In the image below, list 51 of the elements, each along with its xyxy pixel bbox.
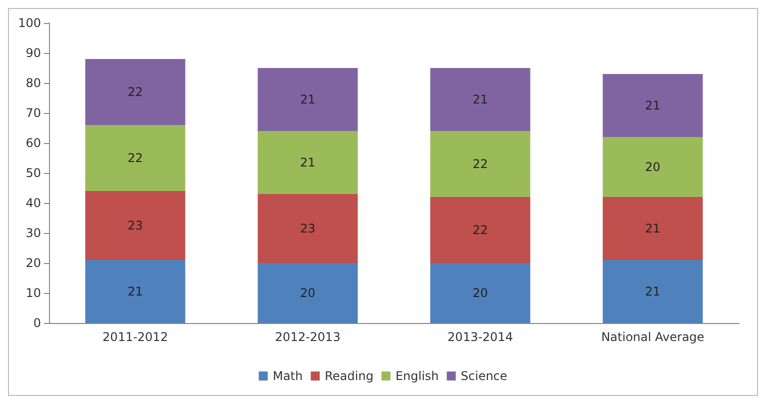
bar bbox=[85, 125, 186, 191]
data-label: 21 bbox=[645, 284, 660, 298]
bar bbox=[602, 137, 703, 197]
x-tick-label: National Average bbox=[601, 330, 704, 344]
bar bbox=[602, 197, 703, 260]
y-tick-label: 0 bbox=[33, 316, 41, 330]
legend-label: English bbox=[395, 369, 439, 383]
bar bbox=[430, 263, 530, 323]
data-label: 21 bbox=[300, 92, 316, 106]
y-tick-label: 80 bbox=[26, 76, 41, 90]
bar bbox=[258, 68, 358, 131]
bar bbox=[85, 59, 186, 125]
bar bbox=[430, 197, 530, 263]
y-tick-label: 10 bbox=[26, 286, 41, 300]
bar bbox=[85, 260, 186, 323]
bar bbox=[258, 194, 358, 263]
x-tick-label: 2011-2012 bbox=[102, 330, 168, 344]
bar bbox=[602, 260, 703, 323]
data-label: 21 bbox=[128, 284, 143, 298]
data-label: 23 bbox=[128, 218, 143, 232]
data-label: 20 bbox=[472, 286, 488, 300]
y-tick-label: 20 bbox=[26, 256, 41, 270]
y-tick-label: 30 bbox=[26, 226, 41, 240]
bar bbox=[430, 131, 530, 197]
bar bbox=[258, 131, 358, 194]
y-tick-label: 90 bbox=[26, 46, 41, 60]
bar bbox=[85, 191, 186, 260]
data-label: 22 bbox=[472, 223, 488, 237]
bar bbox=[602, 74, 703, 137]
x-tick-label: 2012-2013 bbox=[275, 330, 340, 344]
y-tick-label: 40 bbox=[26, 196, 41, 210]
bar bbox=[430, 68, 530, 131]
data-label: 22 bbox=[128, 151, 143, 165]
data-label: 20 bbox=[645, 160, 660, 174]
data-label: 21 bbox=[645, 222, 660, 236]
y-tick-label: 100 bbox=[18, 16, 41, 30]
data-label: 22 bbox=[472, 157, 488, 171]
data-label: 22 bbox=[128, 85, 143, 99]
legend-label: Science bbox=[460, 369, 508, 383]
y-tick-label: 70 bbox=[26, 106, 41, 120]
data-label: 23 bbox=[300, 222, 316, 236]
data-label: 20 bbox=[300, 286, 316, 300]
data-label: 21 bbox=[300, 156, 316, 170]
data-label: 21 bbox=[645, 98, 660, 112]
y-tick-label: 60 bbox=[26, 136, 41, 150]
data-label: 21 bbox=[472, 92, 488, 106]
bar bbox=[258, 263, 358, 323]
x-tick-label: 2013-2014 bbox=[448, 330, 513, 344]
legend-label: Reading bbox=[324, 369, 374, 383]
legend-label: Math bbox=[272, 369, 303, 383]
y-tick-label: 50 bbox=[26, 166, 41, 180]
